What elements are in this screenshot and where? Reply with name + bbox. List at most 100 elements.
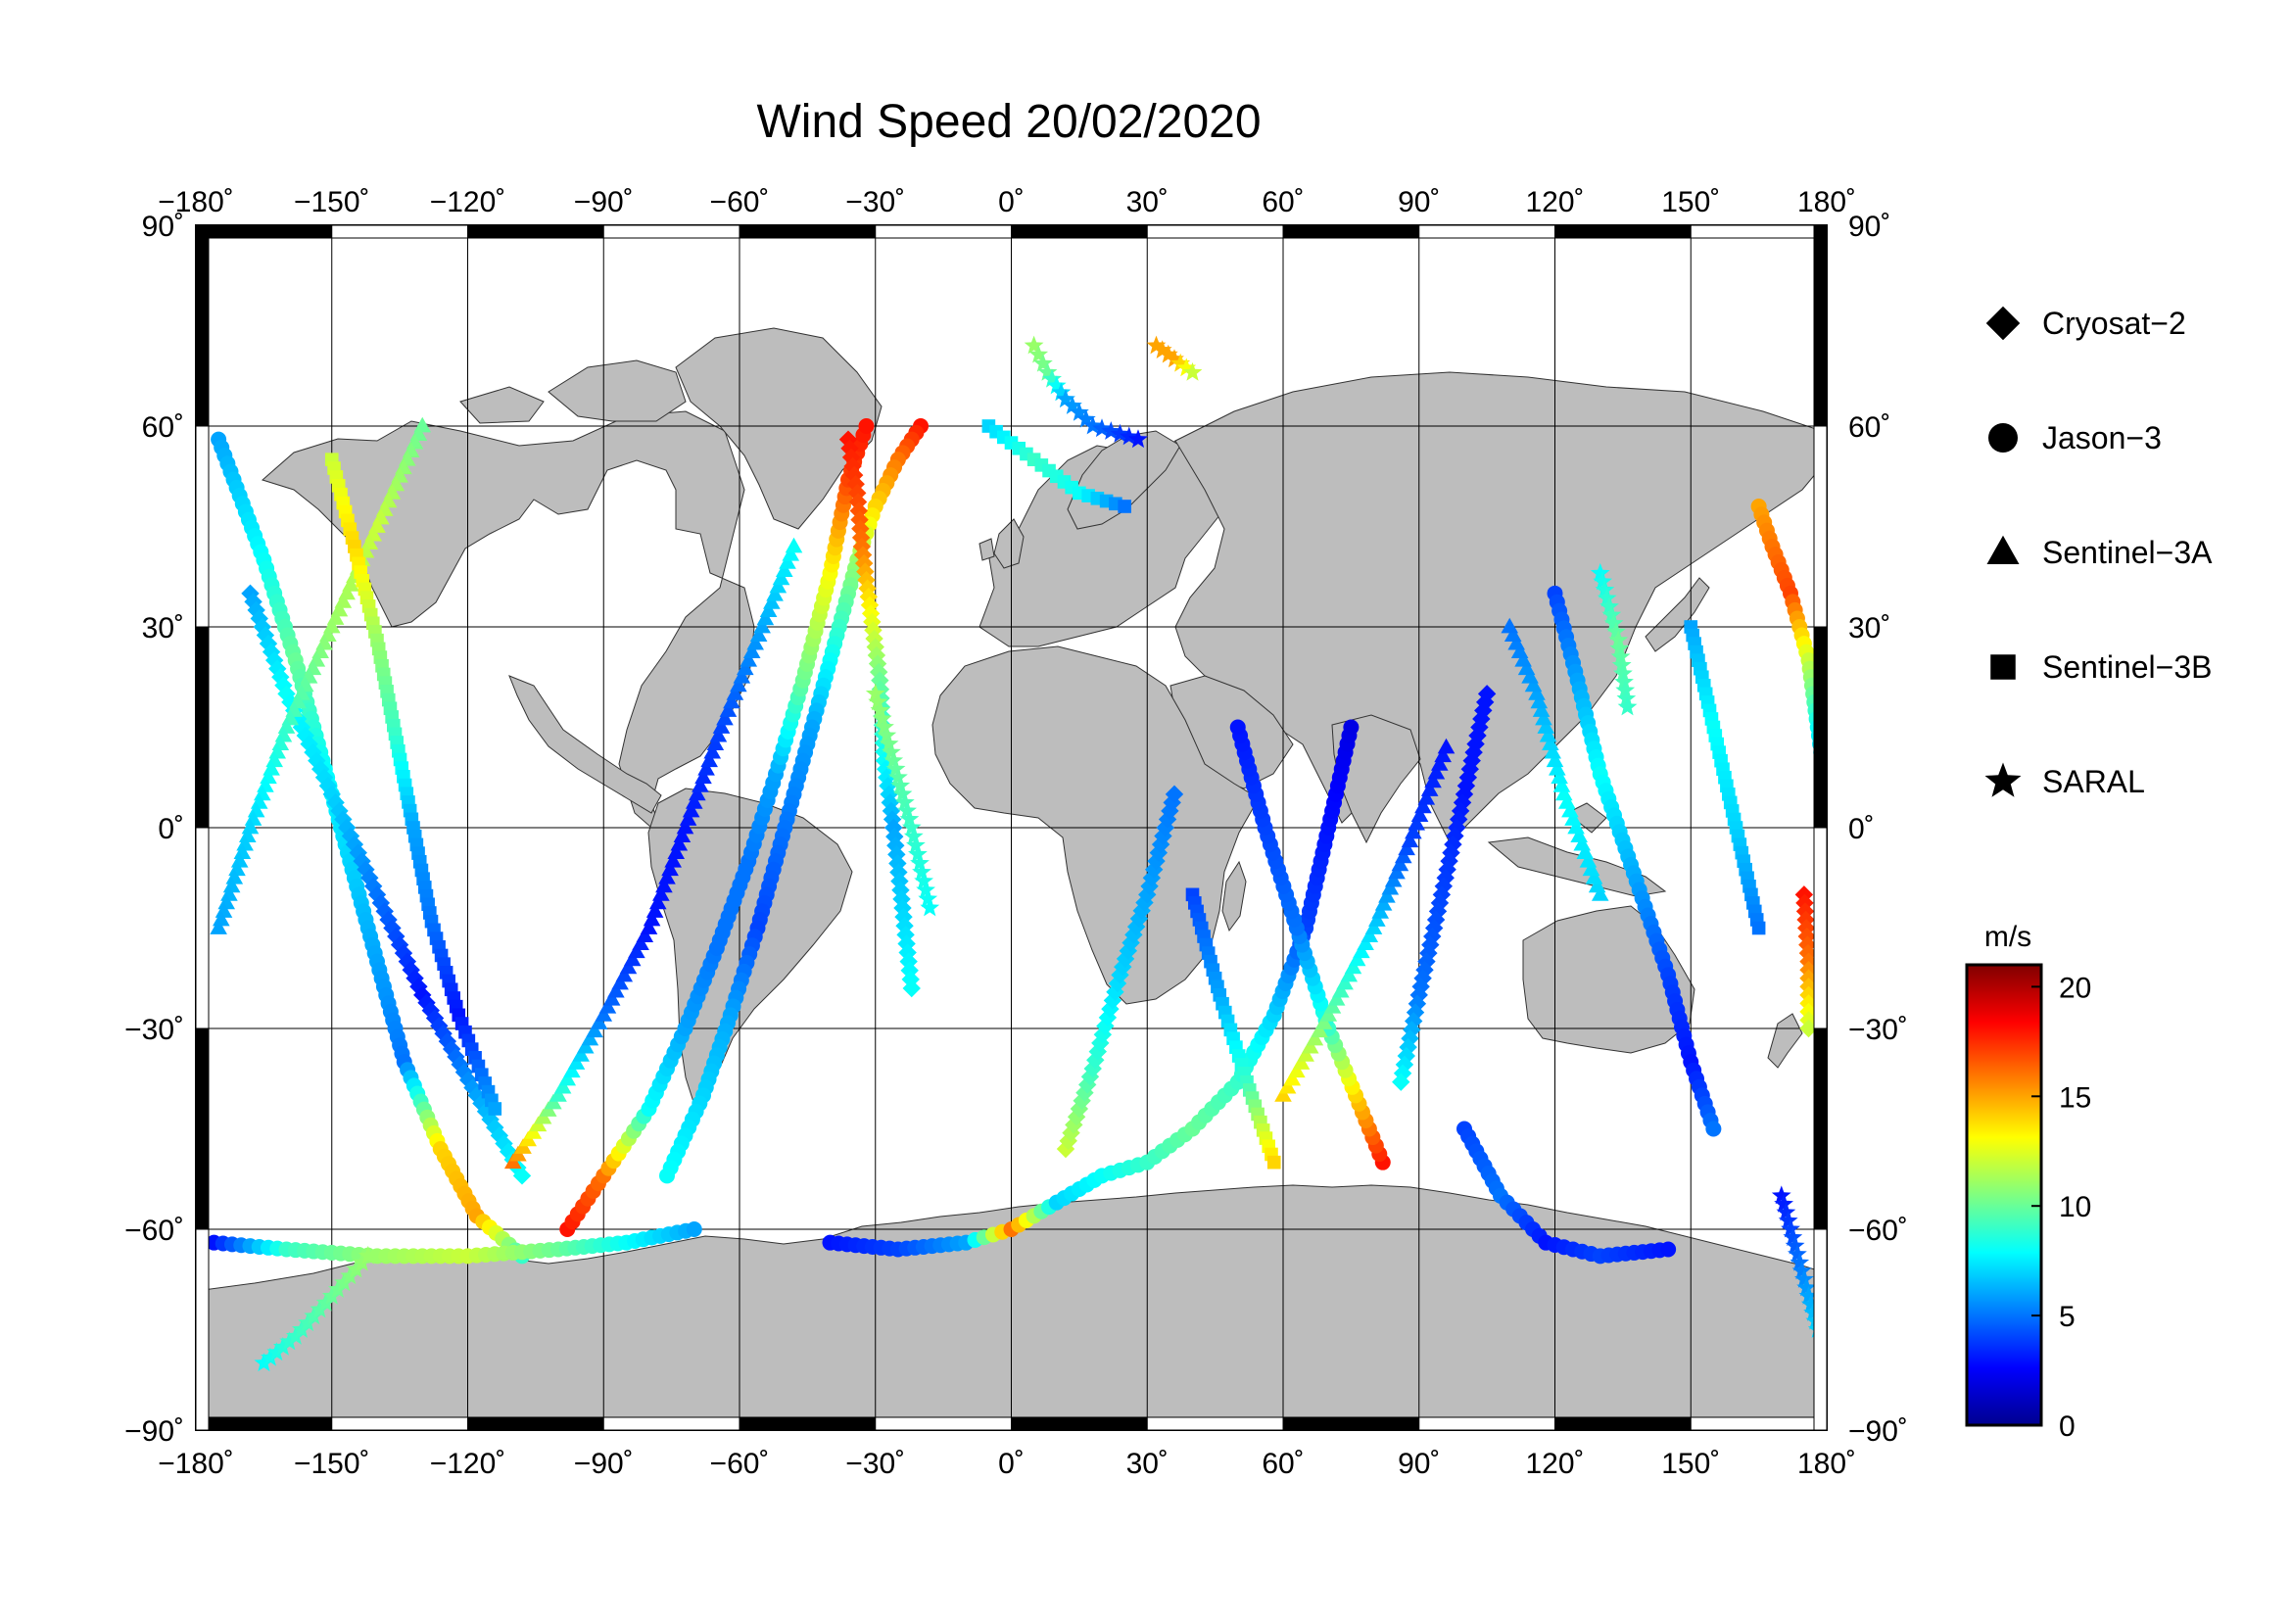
track-point: [1340, 966, 1359, 982]
track-point: [1414, 797, 1432, 814]
legend-marker-star: [1984, 762, 2022, 797]
track-point: [1796, 1277, 1817, 1297]
track-point: [1397, 1046, 1415, 1066]
legend-marker-circle: [1988, 423, 2018, 453]
lon-tick-label-top: −120˚: [430, 186, 506, 218]
track-point: [1539, 726, 1557, 742]
track-point: [310, 760, 330, 779]
track-point: [590, 1014, 608, 1029]
track-point: [254, 1353, 274, 1372]
track-point: [1410, 806, 1429, 822]
track-point: [1078, 1075, 1097, 1094]
track-point: [1570, 827, 1588, 842]
track-point: [894, 907, 913, 927]
track-point: [266, 1342, 287, 1361]
frame-bar-bottom: [1418, 1416, 1555, 1431]
track-point: [1558, 793, 1576, 809]
colorbar-tick-label: 20: [2059, 972, 2091, 1004]
lon-tick-label-top: −30˚: [845, 186, 905, 218]
track-point: [1524, 676, 1543, 693]
track-point: [1430, 755, 1449, 771]
frame-bar-top: [1690, 224, 1828, 239]
track-point: [1456, 777, 1476, 795]
track-point: [379, 910, 398, 930]
land-africa: [931, 645, 1260, 1005]
track-point: [692, 777, 709, 792]
track-point: [623, 950, 642, 967]
track-point: [658, 869, 676, 884]
track-point: [1423, 927, 1442, 946]
track-point: [1595, 580, 1615, 598]
track-point: [1360, 927, 1379, 942]
frame-bar-bottom: [1282, 1416, 1420, 1431]
track-point: [1323, 998, 1342, 1014]
track-point: [1086, 1051, 1105, 1070]
track-point: [488, 1102, 502, 1116]
track-point: [1800, 1294, 1821, 1314]
track-point: [716, 709, 734, 726]
track-point: [775, 561, 793, 577]
track-point: [499, 1142, 518, 1161]
track-point: [346, 1259, 366, 1278]
track-point: [1774, 1194, 1793, 1213]
track-point: [782, 546, 800, 561]
map-panel: −180˚ −180˚ −150˚ −150˚ −120˚ −120˚ −90˚ −90˚ −6…: [124, 186, 1908, 1480]
frame-bar-left: [195, 425, 210, 628]
track-point: [1301, 1037, 1319, 1054]
track-point: [1037, 361, 1058, 381]
track-point: [390, 935, 409, 954]
track-point: [1176, 358, 1197, 377]
track-point: [367, 885, 387, 904]
track-point: [357, 860, 375, 879]
track-point: [703, 742, 722, 759]
track-point: [1785, 1235, 1805, 1255]
track-point: [595, 1006, 613, 1022]
track-point: [1510, 643, 1529, 659]
track-point: [1411, 978, 1430, 996]
frame-bar-bottom: [1690, 1416, 1828, 1431]
track-point: [1401, 832, 1419, 848]
lat-tick-label-left: −30˚: [124, 1014, 184, 1046]
track-point: [1126, 917, 1146, 936]
track-point: [694, 768, 712, 785]
track-point: [304, 1306, 324, 1325]
lon-tick-label-top: 30˚: [1126, 186, 1169, 218]
track-point: [1161, 801, 1179, 821]
track-point: [1154, 827, 1172, 845]
track-point: [1065, 1116, 1083, 1134]
track-point: [1450, 810, 1468, 829]
track-point: [766, 586, 784, 601]
frame-bar-bottom: [467, 1416, 604, 1431]
track-point: [851, 519, 870, 538]
series-triangle: [210, 416, 1609, 1170]
colorbar-tick-label: 0: [2059, 1410, 2076, 1443]
series-star: [254, 335, 1827, 1372]
track-point: [598, 998, 617, 1014]
track-point: [1610, 646, 1631, 666]
track-point: [1794, 1268, 1814, 1288]
track-point: [1617, 696, 1638, 716]
track-point: [918, 888, 938, 908]
track-point: [1705, 1121, 1722, 1137]
track-point: [763, 594, 781, 609]
frame-bar-top: [1554, 224, 1692, 239]
lon-tick-label-top: −150˚: [294, 186, 370, 218]
track-point: [841, 448, 861, 467]
frame-bar-top: [1146, 224, 1284, 239]
track-point: [709, 726, 728, 742]
track-point: [1292, 1054, 1311, 1070]
track-point: [1614, 672, 1634, 691]
land-new-zealand: [1767, 1013, 1803, 1069]
track-point: [334, 810, 353, 829]
frame-bar-right: [1813, 224, 1828, 427]
track-point: [1549, 760, 1566, 776]
lon-tick-label-bottom: 60˚: [1262, 1448, 1304, 1480]
track-point: [615, 966, 634, 982]
series-square: [324, 419, 1766, 1170]
track-point: [676, 818, 694, 835]
track-point: [1771, 1185, 1791, 1205]
track-point: [1392, 1073, 1410, 1091]
track-point: [901, 817, 922, 836]
lat-tick-label-right: 90˚: [1848, 211, 1890, 243]
track-point: [920, 897, 940, 917]
